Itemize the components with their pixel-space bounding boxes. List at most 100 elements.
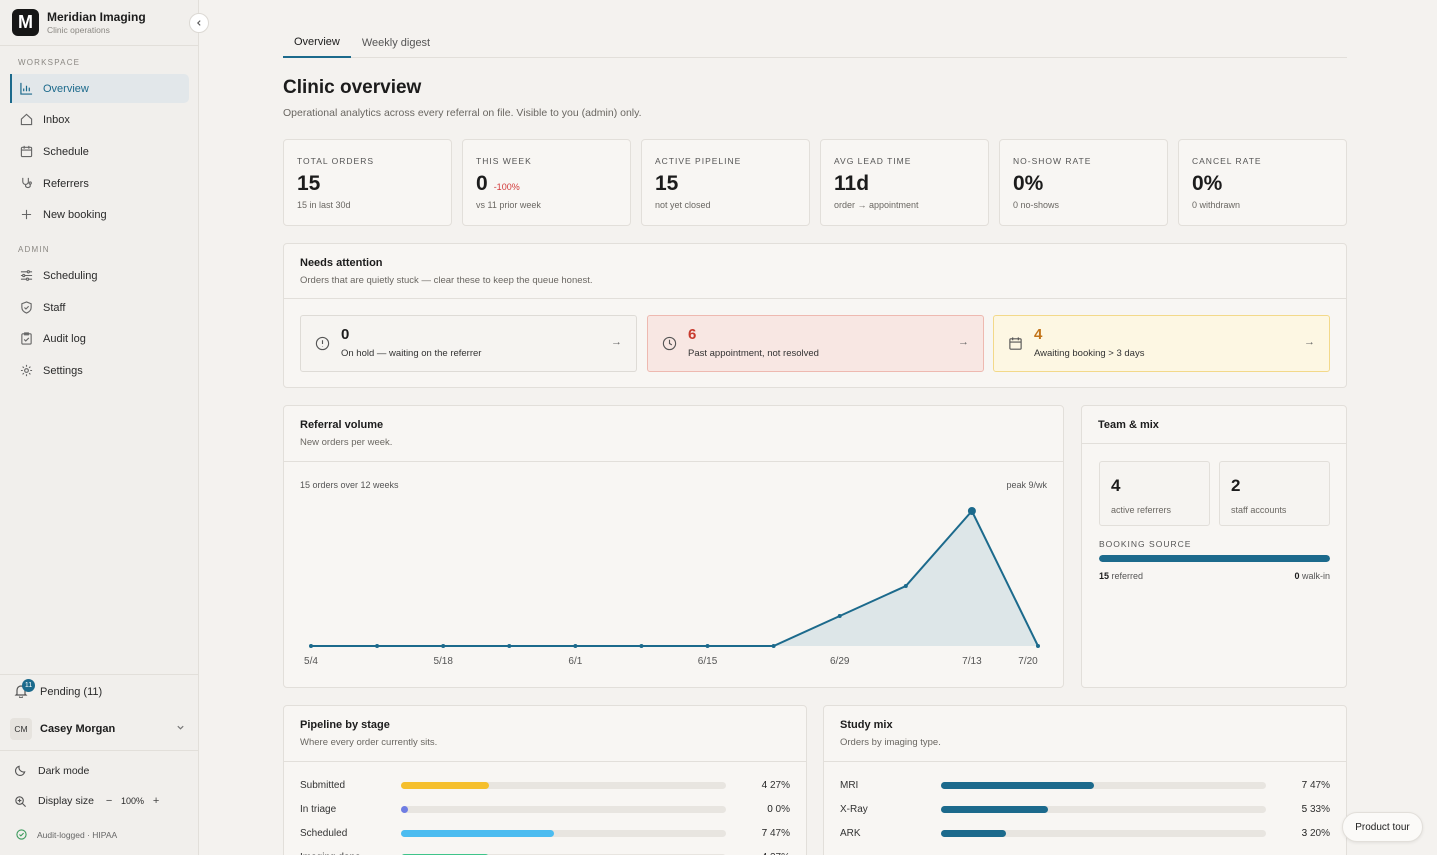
attention-label: Awaiting booking > 3 days: [1034, 348, 1145, 359]
divider: [1082, 443, 1346, 444]
pipeline-stage-track: [401, 830, 726, 837]
bar-chart-icon: [19, 82, 33, 96]
x-tick-label: 6/15: [698, 656, 718, 667]
page-subtitle: Operational analytics across every refer…: [283, 107, 642, 119]
kpi-value: 0%: [1192, 172, 1223, 195]
panel-title: Study mix: [840, 719, 893, 731]
chart-point[interactable]: [507, 644, 512, 648]
pipeline-stage-fill: [401, 806, 408, 813]
sidebar-item-label: Staff: [43, 301, 66, 314]
kpi-label: AVG LEAD TIME: [834, 156, 912, 166]
collapse-sidebar-button[interactable]: [189, 13, 209, 33]
sidebar-item-label: New booking: [43, 208, 107, 221]
kpi-value: 11d: [834, 172, 870, 195]
sidebar-item-label: Schedule: [43, 145, 89, 158]
divider: [284, 761, 806, 762]
display-size-label: Display size: [38, 795, 95, 807]
home-icon: [19, 113, 33, 127]
stat-active-referrers: 4 active referrers: [1099, 461, 1210, 526]
study-type-row: MRI 7 47%: [840, 779, 1330, 793]
sidebar: M Meridian Imaging Clinic operations WOR…: [0, 0, 199, 855]
brand-subtitle: Clinic operations: [47, 25, 110, 35]
plus-icon: [19, 208, 33, 222]
page-title: Clinic overview: [283, 77, 422, 98]
chart-point[interactable]: [771, 644, 776, 648]
divider: [0, 45, 199, 46]
user-menu[interactable]: CM Casey Morgan: [10, 715, 189, 742]
chevron-left-icon: [197, 20, 201, 26]
attention-item-on-hold[interactable]: 0 On hold — waiting on the referrer →: [300, 315, 637, 372]
attention-item-past-appointment[interactable]: 6 Past appointment, not resolved →: [647, 315, 984, 372]
needs-attention-panel: Needs attention Orders that are quietly …: [283, 243, 1347, 388]
study-type-value: 3 20%: [1301, 828, 1330, 839]
sidebar-item-audit-log[interactable]: Audit log: [10, 324, 189, 353]
chart-point[interactable]: [1036, 644, 1040, 648]
pipeline-stage-label: Imaging done: [300, 852, 361, 855]
bell-icon: 11: [14, 679, 35, 700]
study-type-value: 7 47%: [1301, 780, 1330, 791]
kpi-card-avg-lead-time: AVG LEAD TIME 11d order → appointment: [820, 139, 989, 226]
sidebar-item-overview[interactable]: Overview: [10, 74, 189, 103]
compliance-label: Audit-logged · HIPAA: [37, 829, 118, 840]
study-type-fill: [941, 782, 1094, 789]
zoom-in-button[interactable]: +: [152, 795, 160, 807]
chart-point[interactable]: [967, 507, 976, 515]
x-tick-label: 6/1: [568, 656, 582, 667]
x-tick-label: 6/29: [830, 656, 850, 667]
study-type-label: X-Ray: [840, 804, 868, 815]
kpi-value: 0%: [1013, 172, 1044, 195]
tab-weekly-digest[interactable]: Weekly digest: [361, 36, 431, 49]
sidebar-item-inbox[interactable]: Inbox: [10, 105, 189, 134]
sliders-icon: [19, 269, 33, 283]
arrow-right-icon: →: [611, 336, 622, 348]
chart-point[interactable]: [639, 644, 644, 648]
sidebar-item-settings[interactable]: Settings: [10, 356, 189, 385]
pending-label: Pending (11): [40, 686, 103, 698]
chart-series-line: [311, 509, 1039, 647]
sidebar-item-referrers[interactable]: Referrers: [10, 169, 189, 198]
attention-label: Past appointment, not resolved: [688, 348, 819, 359]
alert-circle-icon: [315, 336, 331, 352]
chart-point[interactable]: [309, 644, 313, 648]
zoom-icon: [14, 795, 28, 808]
product-tour-button[interactable]: Product tour: [1342, 812, 1423, 842]
display-size-control: Display size − 100% +: [14, 794, 163, 808]
tab-overview[interactable]: Overview: [283, 27, 351, 58]
panel-subtitle: Orders that are quietly stuck — clear th…: [300, 275, 593, 286]
sidebar-item-label: Settings: [43, 364, 83, 377]
chart-point[interactable]: [837, 614, 842, 618]
attention-count: 6: [688, 326, 697, 343]
chart-point[interactable]: [573, 644, 578, 648]
sidebar-item-scheduling[interactable]: Scheduling: [10, 261, 189, 290]
sidebar-item-schedule[interactable]: Schedule: [10, 137, 189, 166]
referred-count: 15: [1099, 571, 1110, 581]
sidebar-item-new-booking[interactable]: New booking: [10, 200, 189, 229]
divider: [284, 461, 1063, 462]
kpi-delta: -100%: [493, 182, 520, 192]
chart-point[interactable]: [441, 644, 446, 648]
pipeline-stage-value: 0 0%: [767, 804, 790, 815]
attention-item-awaiting-booking[interactable]: 4 Awaiting booking > 3 days →: [993, 315, 1330, 372]
chart-point[interactable]: [903, 584, 908, 588]
compliance-status: Audit-logged · HIPAA: [16, 829, 117, 840]
panel-subtitle: New orders per week.: [300, 437, 393, 448]
brand-logo: M: [12, 9, 39, 36]
dark-mode-toggle[interactable]: Dark mode: [14, 764, 89, 777]
brand[interactable]: M Meridian Imaging Clinic operations: [12, 9, 146, 36]
divider: [824, 761, 1346, 762]
kpi-label: ACTIVE PIPELINE: [655, 156, 742, 166]
chart-point[interactable]: [375, 644, 380, 648]
chart-point[interactable]: [705, 644, 710, 648]
pipeline-stage-row: In triage 0 0%: [300, 803, 790, 817]
kpi-card-total-orders: TOTAL ORDERS 15 15 in last 30d: [283, 139, 452, 226]
stethoscope-icon: [19, 177, 33, 191]
attention-count: 4: [1034, 326, 1043, 343]
pending-notifications[interactable]: 11 Pending (11): [14, 679, 103, 700]
zoom-out-button[interactable]: −: [105, 795, 113, 807]
clock-icon: [662, 336, 678, 352]
pipeline-stage-value: 4 27%: [761, 780, 790, 791]
sidebar-item-staff[interactable]: Staff: [10, 293, 189, 322]
gear-icon: [19, 364, 33, 378]
kpi-value: 0: [476, 172, 488, 195]
study-type-track: [941, 806, 1266, 813]
